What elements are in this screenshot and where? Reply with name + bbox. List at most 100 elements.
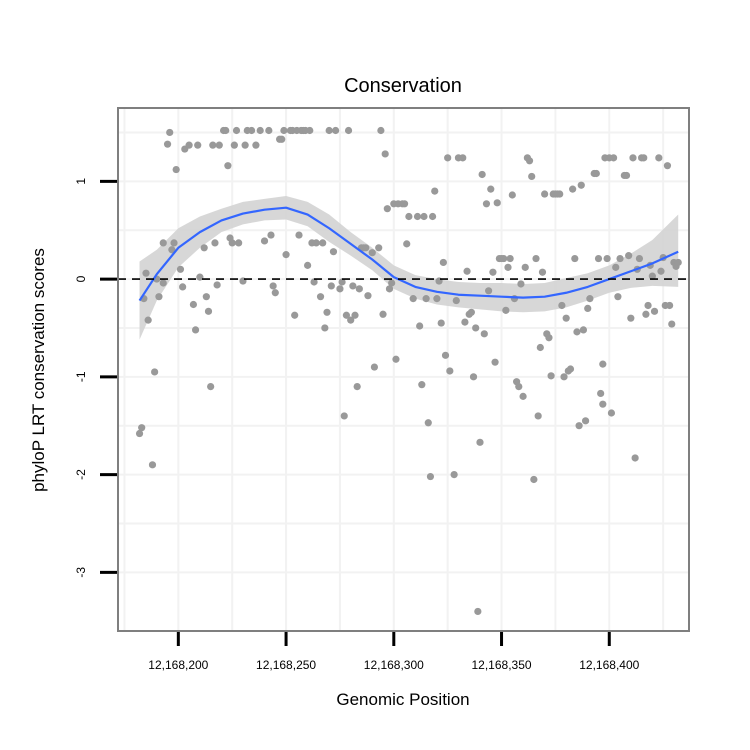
data-point <box>459 154 467 162</box>
data-point <box>329 248 338 256</box>
data-point <box>179 283 187 291</box>
x-tick-label: 12,168,250 <box>256 658 316 672</box>
data-point <box>439 258 447 267</box>
data-point <box>657 267 665 275</box>
data-point <box>556 190 564 198</box>
data-point <box>166 128 174 137</box>
data-point <box>485 287 493 295</box>
data-point <box>416 322 424 330</box>
data-point <box>491 358 499 366</box>
data-point <box>381 150 389 158</box>
data-point <box>185 141 193 149</box>
data-point <box>403 240 411 248</box>
data-point <box>592 169 600 178</box>
data-point <box>368 249 376 257</box>
data-point <box>310 278 318 286</box>
data-point <box>433 295 441 303</box>
data-point <box>278 135 286 143</box>
data-point <box>306 126 314 135</box>
data-point <box>463 267 471 275</box>
data-point <box>304 261 312 269</box>
data-point <box>418 381 426 389</box>
data-point <box>344 126 353 135</box>
data-point <box>603 254 611 263</box>
data-point <box>321 324 329 332</box>
data-point <box>650 307 659 315</box>
data-point <box>230 141 238 149</box>
smooth-line <box>138 206 679 302</box>
data-point <box>247 126 256 135</box>
data-point <box>444 154 452 162</box>
data-point <box>467 308 475 316</box>
data-point <box>644 301 652 310</box>
data-point <box>506 254 514 263</box>
data-point <box>609 154 618 162</box>
data-point <box>332 126 340 135</box>
data-point <box>207 383 215 391</box>
data-point <box>648 272 656 280</box>
data-point <box>327 282 335 290</box>
data-point <box>472 324 480 332</box>
data-point <box>191 326 200 334</box>
data-point <box>379 310 387 318</box>
data-point <box>144 316 152 324</box>
data-point <box>269 282 277 290</box>
data-point <box>482 200 491 208</box>
data-point <box>383 205 391 213</box>
data-point <box>138 424 146 432</box>
x-tick-label: 12,168,350 <box>472 658 532 672</box>
data-point <box>614 293 622 301</box>
data-point <box>312 239 320 247</box>
data-point <box>502 306 510 314</box>
data-point <box>222 126 230 135</box>
data-point <box>666 301 674 310</box>
data-point <box>135 429 144 438</box>
data-point <box>534 412 542 420</box>
data-point <box>674 258 682 267</box>
data-point <box>209 141 217 149</box>
data-point <box>480 330 488 338</box>
data-point <box>232 126 241 135</box>
data-point <box>599 400 607 408</box>
data-point <box>469 373 478 381</box>
data-point <box>349 282 357 290</box>
data-point <box>323 308 331 316</box>
data-point <box>342 311 350 319</box>
data-point <box>241 141 249 149</box>
data-point <box>640 154 648 162</box>
data-point <box>215 141 223 149</box>
data-point <box>413 212 422 221</box>
data-point <box>616 254 624 263</box>
data-point <box>351 311 359 319</box>
data-point <box>316 293 325 301</box>
x-axis-ticks: 12,168,200 12,168,250 12,168,300 12,168,350… <box>148 632 640 672</box>
data-point <box>385 285 394 293</box>
data-point <box>597 389 605 398</box>
data-point <box>517 280 525 288</box>
data-point <box>629 154 637 162</box>
data-point <box>625 252 633 260</box>
data-point <box>148 461 157 469</box>
data-point <box>189 300 198 309</box>
data-point <box>515 383 523 391</box>
confidence-ribbon <box>139 195 679 340</box>
data-point <box>370 363 379 371</box>
data-point <box>202 293 210 301</box>
data-point <box>353 383 361 391</box>
data-point <box>655 154 663 162</box>
data-point <box>172 165 180 174</box>
chart-title: Conservation <box>344 75 462 97</box>
data-point <box>508 191 516 199</box>
data-point <box>586 295 594 303</box>
x-tick-label: 12,168,200 <box>148 658 208 672</box>
data-point <box>325 126 333 135</box>
data-point <box>252 141 260 149</box>
data-point <box>489 268 497 276</box>
data-point <box>532 254 540 263</box>
data-point <box>525 157 534 165</box>
x-axis-title: Genomic Position <box>336 690 469 709</box>
data-point <box>295 231 303 239</box>
data-point <box>487 185 495 193</box>
data-point <box>519 392 527 400</box>
